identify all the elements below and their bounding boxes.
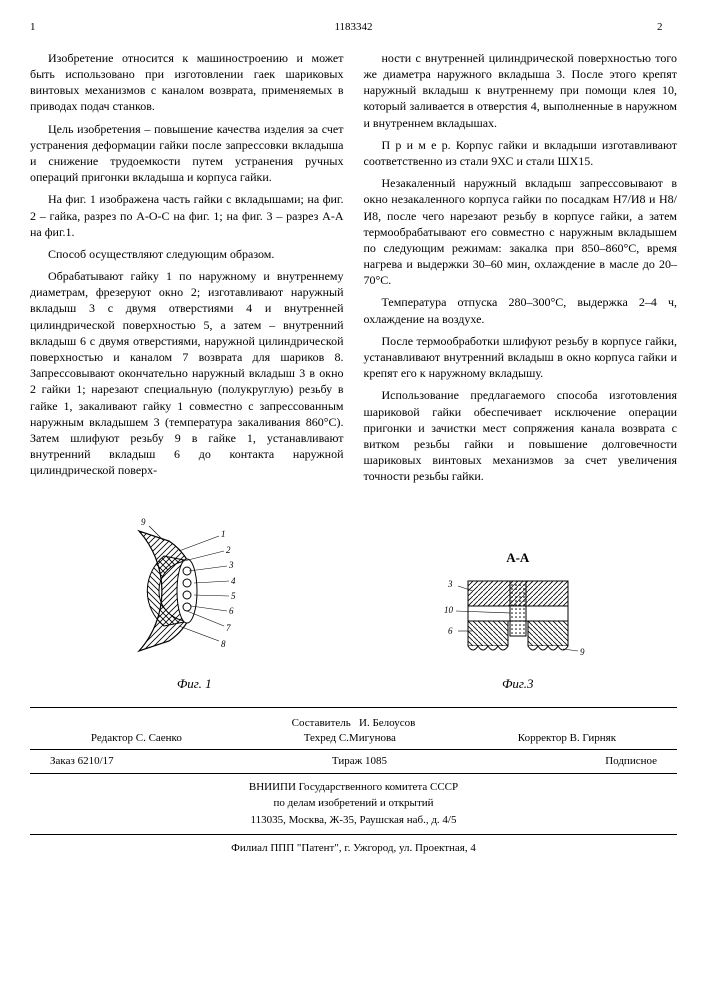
techred-cell: Техред С.Мигунова bbox=[304, 731, 396, 746]
credits-block: Составитель И. Белоусов Редактор С. Саен… bbox=[30, 707, 677, 746]
page-num-right: 2 bbox=[657, 20, 677, 35]
document-number: 1183342 bbox=[50, 20, 657, 35]
paragraph: После термообработки шлифуют резьбу в ко… bbox=[364, 333, 678, 382]
footer-org: ВНИИПИ Государственного комитета СССР bbox=[30, 780, 677, 795]
text-columns: Изобретение относится к машиностроению и… bbox=[30, 50, 677, 491]
svg-text:3: 3 bbox=[228, 560, 234, 570]
svg-text:9: 9 bbox=[580, 647, 585, 657]
svg-text:9: 9 bbox=[141, 517, 146, 527]
paragraph: Температура отпуска 280–300°С, выдержка … bbox=[364, 294, 678, 326]
editor-cell: Редактор С. Саенко bbox=[91, 731, 182, 746]
column-left: Изобретение относится к машиностроению и… bbox=[30, 50, 344, 491]
svg-text:5: 5 bbox=[231, 591, 236, 601]
paragraph: ности с внутренней цилиндрической поверх… bbox=[364, 50, 678, 131]
svg-text:6: 6 bbox=[229, 606, 234, 616]
svg-text:10: 10 bbox=[444, 605, 454, 615]
figure-3: А-А bbox=[438, 549, 598, 692]
paragraph: Изобретение относится к машиностроению и… bbox=[30, 50, 344, 115]
paragraph: Способ осуществляют следующим образом. bbox=[30, 246, 344, 262]
paragraph: На фиг. 1 изображена часть гайки с вклад… bbox=[30, 191, 344, 240]
composer-name: И. Белоусов bbox=[359, 717, 415, 729]
tirazh: Тираж 1085 bbox=[332, 754, 387, 769]
figure-3-svg: 3 10 6 9 bbox=[438, 571, 598, 671]
figure-1-label: Фиг. 1 bbox=[109, 675, 279, 693]
zakaz: Заказ 6210/17 bbox=[50, 754, 114, 769]
composer-line: Составитель И. Белоусов bbox=[30, 716, 677, 731]
corrector-cell: Корректор В. Гирняк bbox=[518, 731, 616, 746]
podpisnoe: Подписное bbox=[605, 754, 657, 769]
page-header: 1 1183342 2 bbox=[30, 20, 677, 35]
svg-text:6: 6 bbox=[448, 626, 453, 636]
svg-text:2: 2 bbox=[226, 545, 231, 555]
page-num-left: 1 bbox=[30, 20, 50, 35]
svg-text:7: 7 bbox=[226, 623, 231, 633]
paragraph: Обрабатывают гайку 1 по наружному и внут… bbox=[30, 268, 344, 478]
paragraph: Незакаленный наружный вкладыш запрессовы… bbox=[364, 175, 678, 288]
composer-label: Составитель bbox=[292, 717, 351, 729]
paragraph: П р и м е р. Корпус гайки и вкладыши изг… bbox=[364, 137, 678, 169]
credits-row: Редактор С. Саенко Техред С.Мигунова Кор… bbox=[30, 731, 677, 746]
svg-text:3: 3 bbox=[447, 579, 453, 589]
svg-text:4: 4 bbox=[231, 576, 236, 586]
divider bbox=[30, 834, 677, 835]
figures-row: 9 1 2 3 4 5 6 7 8 Фиг. 1 А-А bbox=[30, 511, 677, 693]
paragraph: Использование предлагаемого способа изго… bbox=[364, 387, 678, 484]
svg-text:8: 8 bbox=[221, 639, 226, 649]
footer-dept: по делам изобретений и открытий bbox=[30, 796, 677, 811]
figure-1: 9 1 2 3 4 5 6 7 8 Фиг. 1 bbox=[109, 511, 279, 693]
svg-text:1: 1 bbox=[221, 529, 226, 539]
paragraph: Цель изобретения – повышение качества из… bbox=[30, 121, 344, 186]
figure-3-title: А-А bbox=[438, 549, 598, 567]
order-row: Заказ 6210/17 Тираж 1085 Подписное bbox=[30, 749, 677, 774]
footer-branch: Филиал ППП "Патент", г. Ужгород, ул. Про… bbox=[30, 841, 677, 856]
figure-3-label: Фиг.3 bbox=[438, 675, 598, 693]
figure-1-svg: 9 1 2 3 4 5 6 7 8 bbox=[109, 511, 279, 671]
column-right: ности с внутренней цилиндрической поверх… bbox=[364, 50, 678, 491]
footer-addr: 113035, Москва, Ж-35, Раушская наб., д. … bbox=[30, 813, 677, 828]
footer-block: ВНИИПИ Государственного комитета СССР по… bbox=[30, 780, 677, 856]
